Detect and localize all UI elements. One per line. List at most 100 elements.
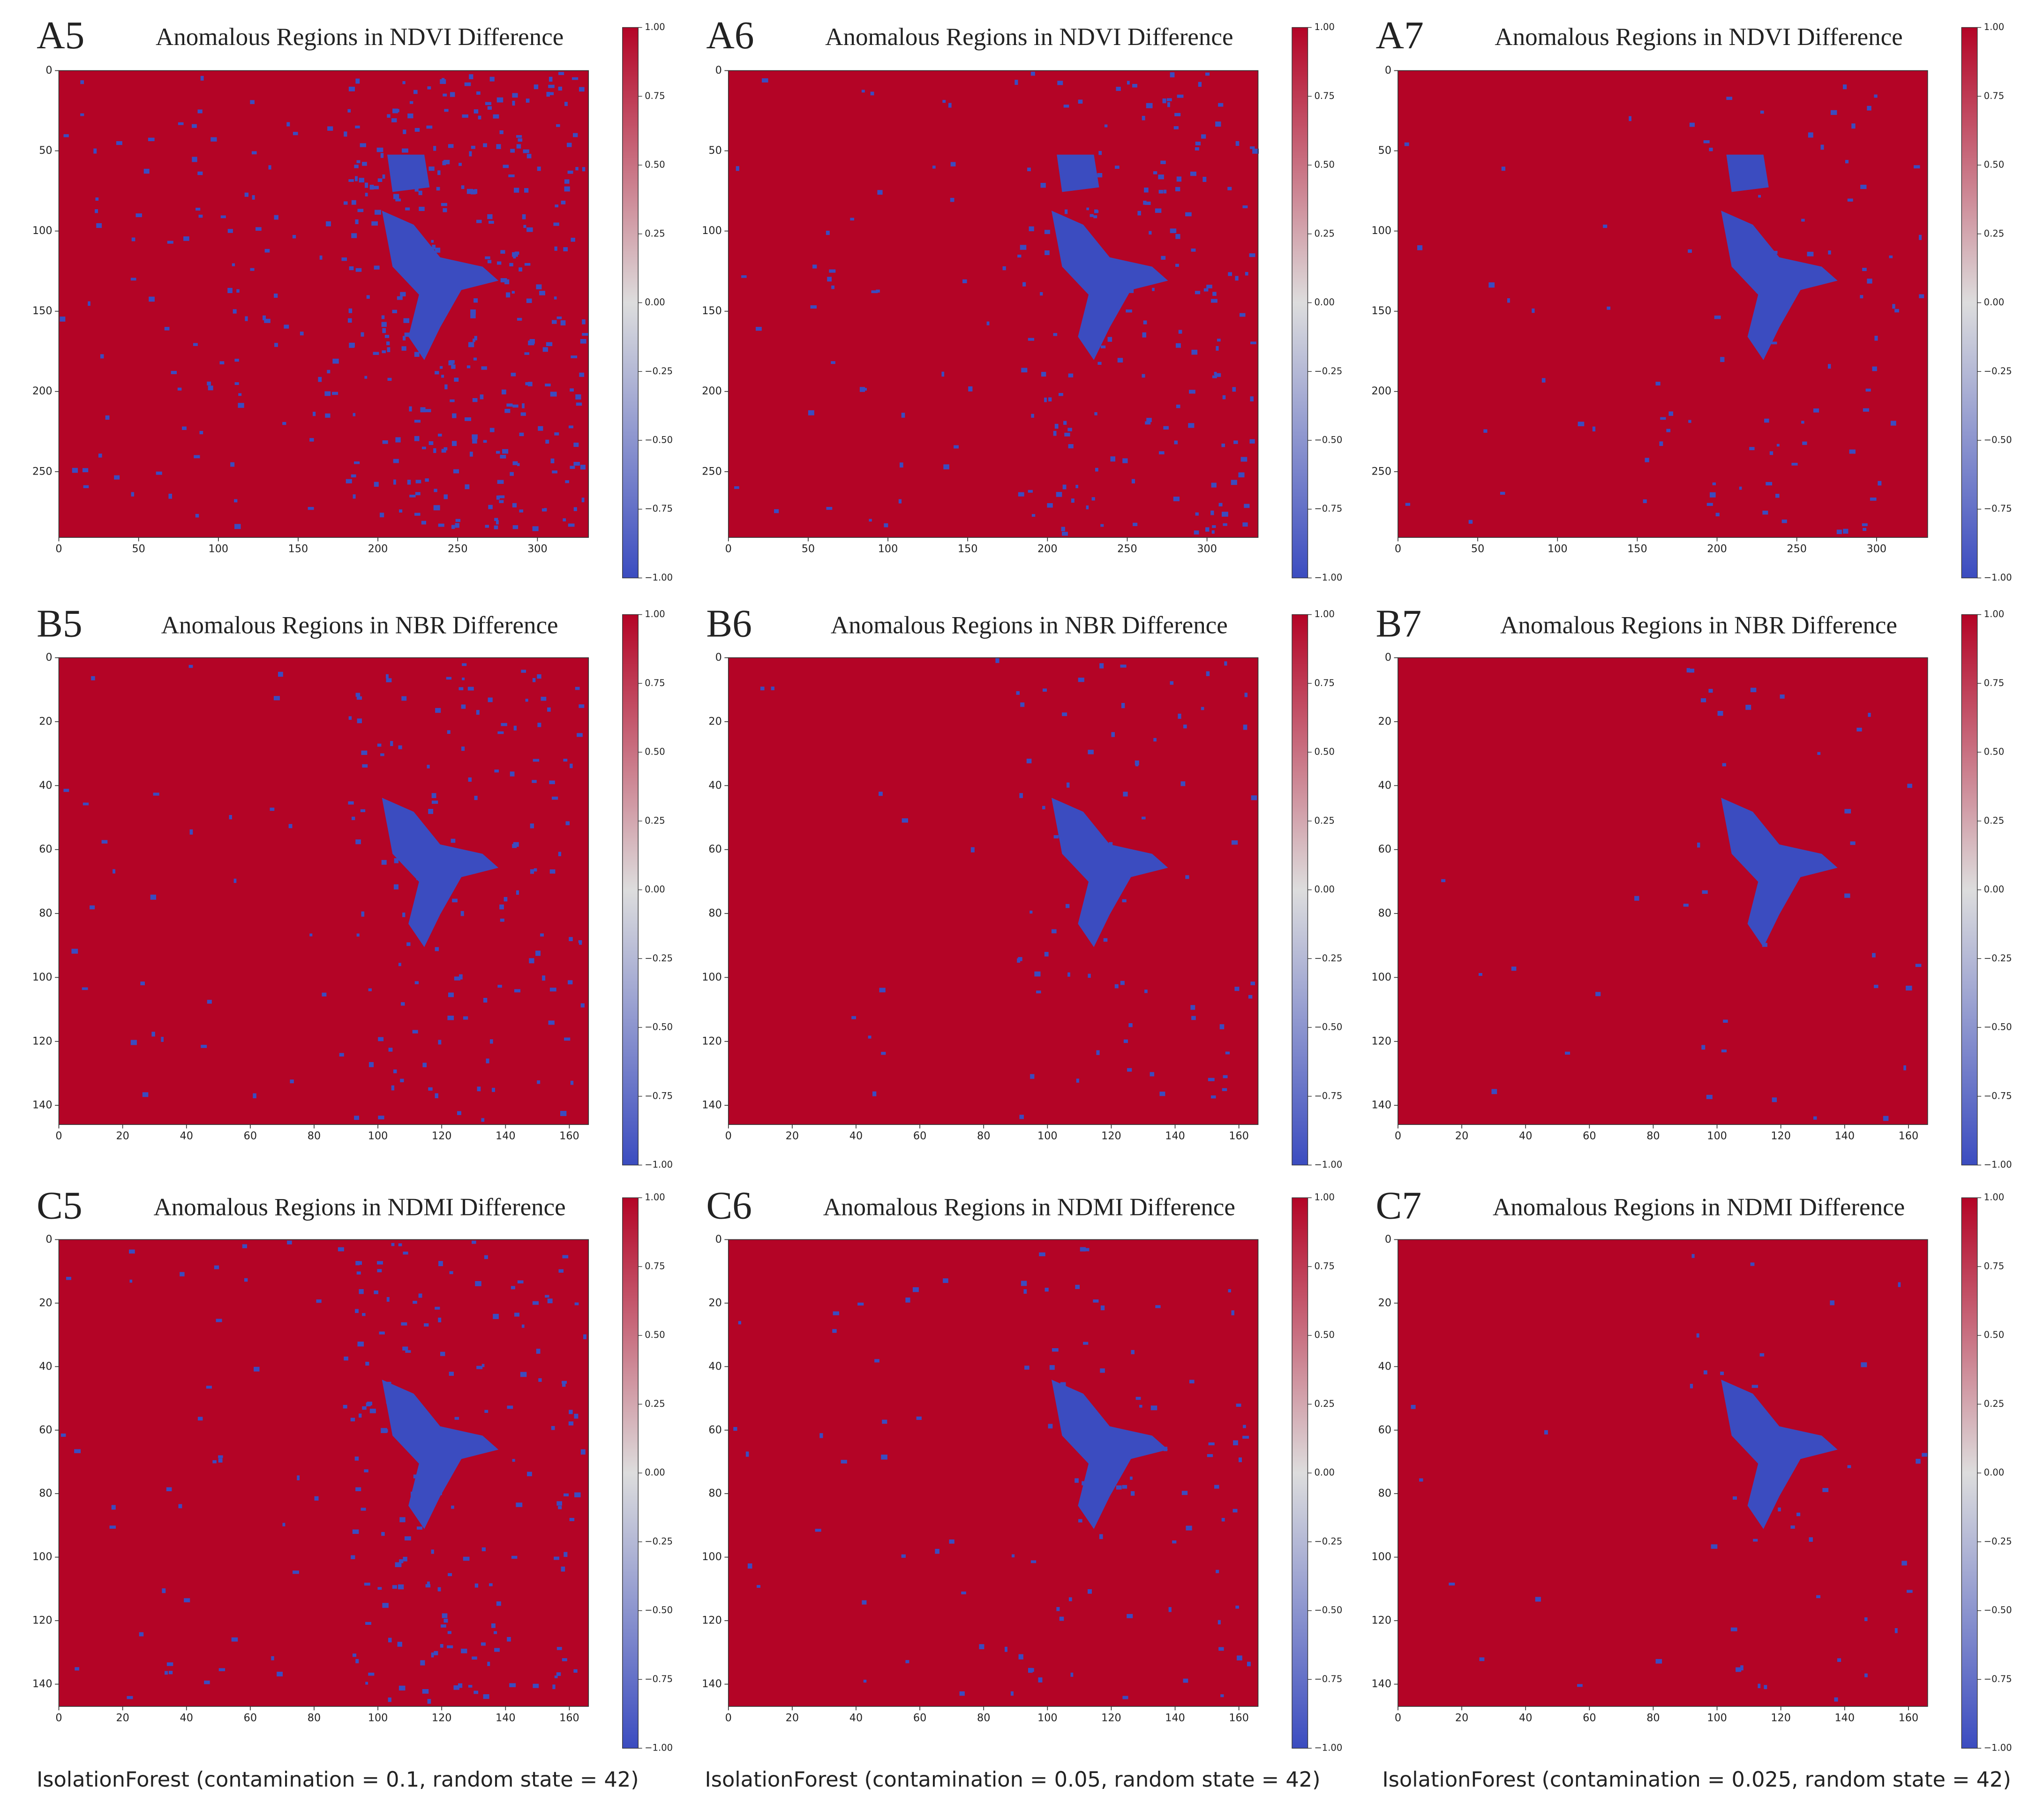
anomaly-speck bbox=[238, 403, 244, 408]
anomaly-speck bbox=[1250, 396, 1254, 401]
anomaly-speck bbox=[520, 412, 526, 416]
anomaly-speck bbox=[573, 133, 578, 137]
chart-title: Anomalous Regions in NDVI Difference bbox=[825, 23, 1233, 51]
anomaly-speck bbox=[1507, 298, 1510, 303]
anomaly-speck bbox=[1127, 1068, 1132, 1072]
anomaly-speck bbox=[105, 415, 110, 420]
anomaly-speck bbox=[1131, 1350, 1135, 1354]
anomaly-speck bbox=[292, 234, 296, 239]
anomaly-speck bbox=[541, 508, 547, 512]
anomaly-speck bbox=[193, 343, 198, 346]
anomaly-speck bbox=[499, 904, 504, 910]
anomaly-speck bbox=[1919, 234, 1922, 240]
anomaly-speck bbox=[1019, 1115, 1024, 1119]
anomaly-speck bbox=[368, 988, 372, 991]
anomaly-region bbox=[1051, 211, 1168, 360]
colorbar-tick-label: −0.25 bbox=[1984, 953, 2012, 964]
anomaly-speck bbox=[356, 160, 361, 163]
anomaly-speck bbox=[472, 1240, 476, 1244]
anomaly-speck bbox=[1801, 219, 1805, 222]
anomaly-speck bbox=[234, 524, 241, 529]
anomaly-speck bbox=[399, 509, 403, 513]
anomaly-region bbox=[1726, 154, 1769, 192]
anomaly-speck bbox=[1153, 738, 1157, 742]
anomaly-speck bbox=[113, 869, 115, 874]
anomaly-speck bbox=[484, 1255, 488, 1259]
colorbar-tick-label: 0.50 bbox=[645, 747, 665, 757]
anomaly-speck bbox=[534, 84, 539, 90]
anomaly-speck bbox=[357, 1342, 364, 1347]
colorbar-tick-label: 0.50 bbox=[1314, 159, 1334, 170]
anomaly-speck bbox=[491, 1623, 496, 1628]
anomaly-speck bbox=[1851, 123, 1856, 129]
anomaly-speck bbox=[188, 664, 193, 668]
anomaly-speck bbox=[879, 792, 883, 796]
anomaly-speck bbox=[168, 1671, 173, 1675]
anomaly-speck bbox=[419, 206, 425, 211]
anomaly-speck bbox=[1194, 530, 1199, 535]
anomaly-speck bbox=[1214, 373, 1221, 377]
colorbar-tick-label: −0.25 bbox=[1984, 1536, 2012, 1547]
anomaly-speck bbox=[465, 417, 471, 421]
anomaly-speck bbox=[397, 296, 403, 300]
anomaly-speck bbox=[354, 165, 359, 168]
anomaly-speck bbox=[554, 296, 557, 300]
anomaly-speck bbox=[932, 166, 936, 169]
anomaly-speck bbox=[374, 482, 379, 487]
anomaly-speck bbox=[1228, 272, 1232, 276]
anomaly-speck bbox=[1688, 249, 1692, 253]
plot-frame bbox=[1398, 70, 1928, 538]
anomaly-speck bbox=[382, 1603, 389, 1608]
anomaly-speck bbox=[378, 1116, 384, 1120]
anomaly-speck bbox=[1817, 752, 1821, 755]
anomaly-speck bbox=[1250, 981, 1255, 985]
anomaly-speck bbox=[1863, 408, 1869, 412]
anomaly-speck bbox=[1139, 1404, 1142, 1408]
colorbar-tick-label: 0.00 bbox=[1314, 1467, 1334, 1478]
anomaly-speck bbox=[556, 1647, 562, 1650]
anomaly-speck bbox=[1178, 330, 1182, 334]
anomaly-speck bbox=[1107, 337, 1112, 342]
anomaly-speck bbox=[1874, 335, 1878, 341]
anomaly-speck bbox=[1044, 397, 1047, 402]
x-tick-label: 40 bbox=[180, 1712, 193, 1724]
anomaly-speck bbox=[1031, 414, 1034, 418]
anomaly-speck bbox=[1078, 678, 1084, 682]
anomaly-speck bbox=[1231, 1310, 1234, 1315]
anomaly-speck bbox=[826, 230, 830, 235]
anomaly-speck bbox=[1068, 444, 1074, 449]
x-tick-label: 250 bbox=[448, 543, 468, 555]
anomaly-speck bbox=[293, 132, 298, 136]
x-tick-label: 140 bbox=[1165, 1130, 1185, 1142]
y-tick-label: 140 bbox=[702, 1099, 722, 1111]
x-tick-label: 200 bbox=[1037, 543, 1058, 555]
anomaly-speck bbox=[399, 1517, 406, 1523]
anomaly-speck bbox=[204, 1680, 210, 1684]
colorbar-tick-label: −0.75 bbox=[645, 1090, 673, 1101]
anomaly-speck bbox=[1207, 1454, 1213, 1457]
anomaly-speck bbox=[1071, 498, 1075, 503]
anomaly-speck bbox=[1239, 313, 1246, 317]
anomaly-speck bbox=[398, 745, 402, 749]
anomaly-speck bbox=[580, 339, 586, 344]
anomaly-speck bbox=[413, 1474, 417, 1479]
anomaly-speck bbox=[140, 981, 145, 986]
heatmap-field bbox=[1398, 70, 1928, 538]
anomaly-speck bbox=[1075, 1284, 1080, 1289]
anomaly-speck bbox=[1191, 349, 1198, 355]
anomaly-speck bbox=[478, 115, 481, 120]
caption: IsolationForest (contamination = 0.1, ra… bbox=[37, 1767, 639, 1792]
anomaly-speck bbox=[357, 209, 364, 212]
plot-frame bbox=[58, 1239, 589, 1707]
anomaly-speck bbox=[1862, 523, 1868, 527]
colorbar bbox=[1961, 27, 1978, 579]
anomaly-speck bbox=[377, 178, 383, 182]
anomaly-speck bbox=[177, 387, 182, 391]
colorbar-tick-label: −1.00 bbox=[1314, 1743, 1342, 1753]
anomaly-speck bbox=[1231, 840, 1238, 845]
anomaly-speck bbox=[434, 1651, 438, 1655]
x-tick-label: 20 bbox=[1455, 1130, 1468, 1142]
anomaly-speck bbox=[212, 1460, 217, 1464]
anomaly-speck bbox=[252, 195, 255, 200]
